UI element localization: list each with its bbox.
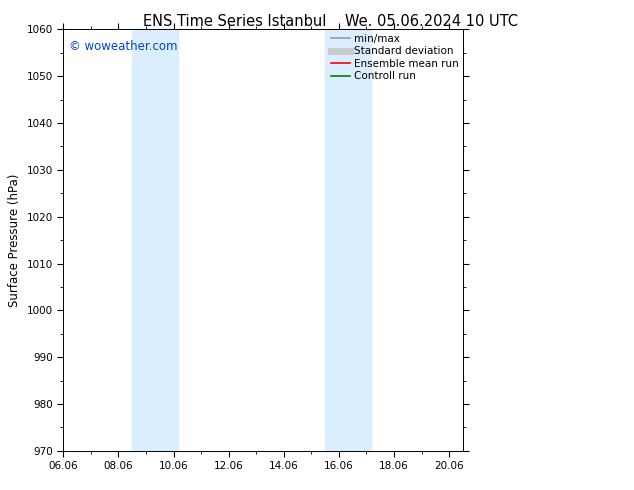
Text: © woweather.com: © woweather.com [69, 40, 178, 53]
Y-axis label: Surface Pressure (hPa): Surface Pressure (hPa) [8, 173, 21, 307]
Bar [325, 29, 371, 451]
Text: ENS Time Series Istanbul: ENS Time Series Istanbul [143, 14, 327, 29]
Text: We. 05.06.2024 10 UTC: We. 05.06.2024 10 UTC [345, 14, 517, 29]
Bar [133, 29, 178, 451]
Legend: min/max, Standard deviation, Ensemble mean run, Controll run: min/max, Standard deviation, Ensemble me… [327, 29, 463, 86]
